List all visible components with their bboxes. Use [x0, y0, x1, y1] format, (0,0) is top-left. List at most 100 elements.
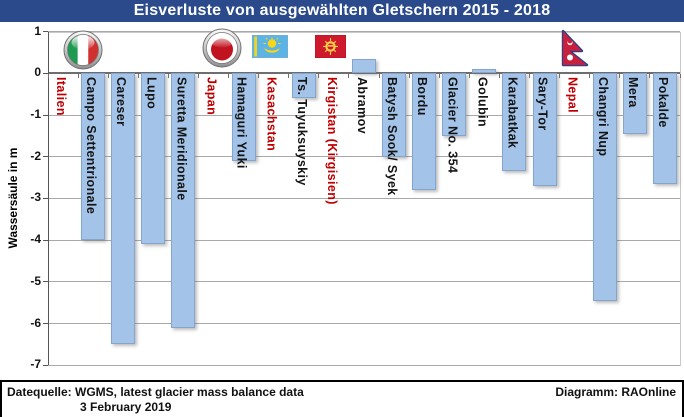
glacier-bar [171, 73, 196, 328]
glacier-label: Ts. Tuyuksuyskiy [294, 76, 309, 186]
glacier-bar [622, 73, 647, 134]
glacier-label: Hamaguri Yuki [234, 76, 249, 169]
glacier-label: Pokalde [655, 76, 670, 128]
category-tick [77, 73, 79, 78]
category-tick [589, 73, 591, 78]
glacier-label: Suretta Meridionale [174, 76, 189, 201]
y-axis-tick [43, 31, 48, 33]
category-tick [378, 73, 380, 78]
y-axis-tick-label: 0 [34, 65, 41, 80]
y-axis-line [48, 31, 49, 366]
glacier-bar [81, 73, 106, 241]
category-tick [408, 73, 410, 78]
glacier-label: Abramov [355, 76, 369, 134]
glacier-bar [442, 73, 467, 136]
y-axis-tick [43, 364, 48, 366]
category-tick [107, 73, 109, 78]
category-tick [529, 73, 531, 78]
category-tick [258, 73, 260, 78]
gridline [48, 31, 680, 33]
category-tick [197, 73, 199, 78]
category-tick [228, 73, 230, 78]
category-tick [679, 73, 681, 78]
y-axis-tick-label: -6 [30, 315, 41, 330]
glacier-bar [472, 69, 497, 74]
category-tick [619, 73, 621, 78]
glacier-label: Golubin [475, 76, 490, 127]
glacier-bar [291, 73, 316, 99]
y-axis-tick [43, 197, 48, 199]
glacier-label: Campo Settentrionale [84, 76, 99, 215]
y-axis-tick-label: 1 [34, 23, 41, 38]
y-axis-tick-label: -5 [30, 273, 41, 288]
gridline [48, 364, 680, 366]
category-tick [318, 73, 320, 78]
y-axis-tick-label: -2 [30, 148, 41, 163]
y-axis-tick [43, 72, 48, 74]
glacier-label: Careser [114, 76, 129, 127]
glacier-label: Changri Nup [595, 76, 610, 157]
y-axis-tick-label: -3 [30, 190, 41, 205]
glacier-label: Mera [625, 76, 640, 108]
category-tick [167, 73, 169, 78]
glacier-bar [532, 73, 557, 186]
y-axis-tick [43, 239, 48, 241]
glacier-bar [592, 73, 617, 301]
country-label: Japan [204, 76, 219, 115]
plot-area: 1 0 -1 -2 -3 -4 -5 -6 -7 Italien Campo Settentrion… [0, 22, 684, 380]
glacier-label: Sary-Tor [535, 76, 550, 131]
category-tick [438, 73, 440, 78]
y-axis-tick-label: -7 [30, 357, 41, 372]
y-axis-tick-label: -1 [30, 107, 41, 122]
glacier-bar [141, 73, 166, 245]
category-tick [468, 73, 470, 78]
y-axis-tick [43, 156, 48, 158]
flag-kyrgyzstan-icon [314, 34, 347, 63]
data-source-date: 3 February 2019 [80, 400, 172, 414]
glacier-label: Bordu [415, 76, 430, 116]
chart-title: Eisverluste von ausgewählten Gletschern … [133, 2, 551, 19]
category-tick [47, 73, 49, 78]
glacier-bar [111, 73, 136, 345]
data-source-text: Datequelle: WGMS, latest glacier mass ba… [7, 385, 304, 399]
category-tick [559, 73, 561, 78]
flag-nepal-icon [561, 29, 589, 72]
diagram-credit-text: Diagramm: RAOnline [555, 385, 676, 399]
y-axis-title: Wassersäule in m [6, 147, 20, 249]
footer: Datequelle: WGMS, latest glacier mass ba… [0, 380, 684, 417]
glacier-bar [382, 73, 407, 157]
category-tick [348, 73, 350, 78]
y-axis-tick-label: -4 [30, 232, 41, 247]
gridline [48, 281, 680, 283]
flag-kazakhstan-icon [251, 34, 288, 63]
chart-title-bar: Eisverluste von ausgewählten Gletschern … [0, 0, 684, 22]
gridline [48, 114, 680, 116]
glacier-bar [652, 73, 677, 184]
category-tick [288, 73, 290, 78]
glacier-bar [352, 58, 376, 74]
gridline [48, 197, 680, 199]
country-label: Kirgistan (Kirgisien) [324, 76, 339, 205]
country-label: Kasachstan [264, 76, 279, 152]
flag-japan-icon [202, 28, 242, 73]
gridline [48, 239, 680, 241]
gridline [48, 323, 680, 325]
glacier-label: Glacier No. 354 [445, 76, 460, 174]
gridline [48, 156, 680, 158]
country-label: Italien [54, 76, 69, 116]
y-axis-tick [43, 281, 48, 283]
glacier-bar [231, 73, 256, 161]
y-axis-tick [43, 114, 48, 116]
glacier-bar [502, 73, 527, 172]
flag-italy-icon [63, 30, 103, 75]
glacier-label: Batysh Sook/ Syek [385, 76, 400, 196]
glacier-label: Lupo [144, 76, 159, 109]
category-tick [649, 73, 651, 78]
glacier-bar [412, 73, 437, 191]
glacier-label: Karabatkak [505, 76, 520, 149]
y-axis-tick [43, 323, 48, 325]
country-label: Nepal [565, 76, 580, 113]
category-tick [498, 73, 500, 78]
category-tick [137, 73, 139, 78]
